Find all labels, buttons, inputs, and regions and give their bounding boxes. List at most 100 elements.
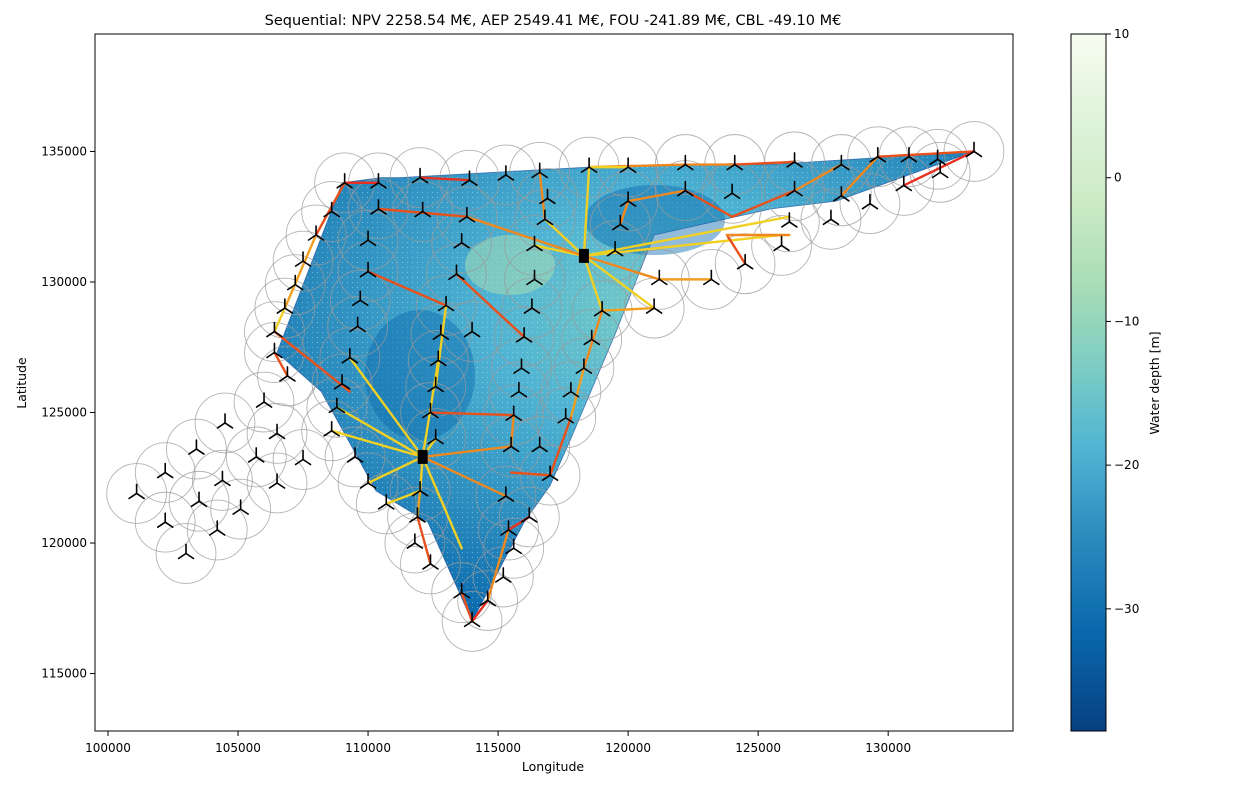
turbine-spacing-circle: [561, 309, 623, 370]
turbine-blade: [195, 448, 205, 455]
turbine-icon: [562, 381, 580, 398]
turbine-blade: [377, 181, 387, 189]
cable-segment: [600, 306, 656, 312]
turbine-icon: [612, 214, 629, 231]
turbine-spacing-circle: [306, 376, 368, 438]
cable-segment: [486, 528, 510, 602]
turbine-spacing-circle: [285, 204, 347, 266]
turbine-blade: [773, 244, 783, 252]
turbine-blade: [533, 244, 543, 252]
turbine-blade: [505, 495, 515, 502]
turbine-blade: [614, 249, 624, 257]
x-tick-label: 130000: [865, 741, 911, 755]
turbine-blade: [445, 304, 455, 312]
turbine-blade: [330, 210, 340, 218]
turbine-icon: [619, 157, 637, 173]
turbine-icon: [432, 324, 450, 341]
turbine-spacing-circle: [751, 215, 812, 276]
turbine-blade: [533, 278, 543, 286]
turbine-spacing-circle: [943, 121, 1005, 182]
cable-segment: [465, 215, 586, 258]
cable-segment: [273, 306, 287, 333]
turbine-blade: [684, 189, 694, 197]
turbine-blade: [429, 411, 439, 419]
turbine-spacing-circle: [210, 478, 271, 540]
turbine-blade: [419, 490, 429, 497]
turbine-blade: [349, 325, 359, 333]
turbine-icon: [479, 590, 496, 607]
turbine-icon: [359, 261, 377, 278]
turbine-icon: [429, 350, 447, 367]
turbine-blade: [221, 479, 231, 487]
turbine-icon: [931, 162, 949, 179]
turbine-icon: [895, 175, 913, 192]
turbine-markers: [128, 141, 983, 628]
turbine-blade: [546, 197, 556, 205]
turbine-blade: [437, 359, 447, 367]
turbine-blade: [273, 351, 283, 359]
turbine-blade: [461, 179, 471, 186]
turbine-icon: [531, 162, 548, 179]
turbine-icon: [510, 381, 528, 398]
turbine-blade: [421, 210, 431, 218]
turbine-blade: [359, 299, 369, 307]
cable-segment: [902, 150, 976, 187]
turbine-blade: [359, 239, 369, 247]
turbine-blade: [409, 516, 419, 523]
turbine-blade: [414, 210, 424, 218]
turbine-spacing-circle: [337, 241, 399, 302]
x-axis-label: Longitude: [522, 759, 584, 774]
turbine-icon: [247, 447, 265, 463]
turbine-icon: [500, 520, 517, 536]
turbine-blade: [583, 338, 593, 346]
turbine-blade: [895, 184, 905, 192]
turbine-blade: [302, 260, 312, 267]
turbine-blade: [861, 202, 871, 210]
turbine-blade: [255, 401, 265, 408]
turbine-blade: [294, 260, 304, 267]
turbine-blade: [359, 270, 369, 278]
turbine-icon: [583, 329, 601, 346]
turbine-blade: [463, 330, 473, 338]
turbine-blade: [351, 299, 362, 307]
turbine-icon: [232, 499, 249, 515]
turbine-blade: [440, 333, 450, 341]
x-tick-label: 110000: [345, 741, 391, 755]
turbine-blade: [557, 416, 567, 424]
turbine-blade: [523, 336, 533, 343]
turbine-blade: [601, 309, 611, 317]
x-tick-label: 115000: [475, 741, 521, 755]
turbine-icon: [497, 486, 515, 502]
turbine-icon: [422, 402, 439, 419]
turbine-spacing-circle: [319, 327, 381, 389]
turbine-spacing-circle: [327, 296, 389, 357]
turbine-blade: [710, 278, 720, 286]
turbine-blade: [902, 184, 913, 192]
colorbar-tick-label: −20: [1114, 458, 1139, 472]
x-tick-label: 100000: [85, 741, 131, 755]
turbine-icon: [645, 298, 663, 314]
turbine-blade: [526, 278, 536, 286]
turbine-blade: [453, 591, 463, 599]
turbine-blade: [359, 482, 369, 489]
turbine-blade: [518, 390, 528, 398]
cable-segment: [619, 199, 630, 226]
turbine-blade: [427, 437, 437, 445]
turbine-blade: [677, 163, 687, 171]
cable-segment: [730, 189, 796, 218]
turbine-spacing-circle: [501, 277, 563, 339]
turbine-blade: [429, 563, 439, 570]
turbine-icon: [520, 507, 538, 523]
turbine-blade: [284, 307, 294, 314]
turbine-blade: [900, 155, 910, 163]
turbine-icon: [781, 212, 798, 228]
turbine-blade: [328, 406, 338, 414]
turbine-blade: [510, 445, 520, 453]
turbine-icon: [557, 407, 575, 424]
turbine-spacing-circle: [483, 517, 545, 579]
turbine-blade: [703, 278, 713, 286]
turbine-blade: [367, 270, 377, 278]
turbine-blade: [793, 189, 803, 197]
turbine-blade: [619, 200, 629, 207]
turbine-blade: [549, 474, 559, 481]
